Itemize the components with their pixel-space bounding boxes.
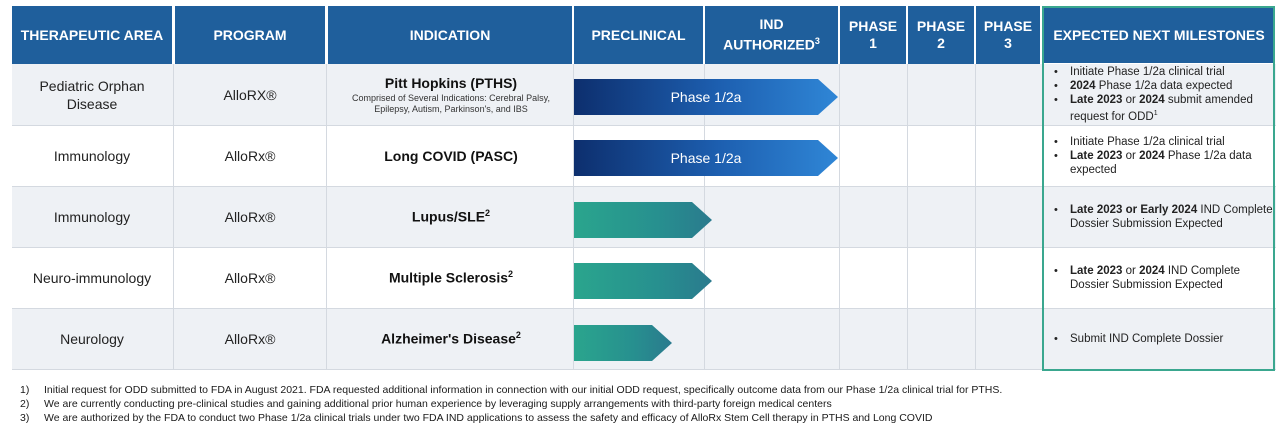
indication-name: Long COVID (PASC) <box>384 147 518 164</box>
indication-subtext: Comprised of Several Indications: Cerebr… <box>352 92 550 114</box>
stage-arrow-preclinical <box>574 325 672 361</box>
program-cell: AlloRx® <box>224 208 276 225</box>
header-ind-authorized: IND AUTHORIZED3 <box>705 6 838 64</box>
indication-name: Pitt Hopkins (PTHS) <box>384 74 518 91</box>
therapeutic-area-cell: Immunology <box>53 208 131 225</box>
indication-cell: Lupus/SLE2 <box>328 186 574 247</box>
milestone-item: Late 2023 or 2024 IND Complete Dossier S… <box>1054 264 1274 292</box>
milestone-item: Submit IND Complete Dossier <box>1054 332 1223 346</box>
row-divider <box>12 186 1276 187</box>
column-divider <box>975 64 976 370</box>
header-phase-3: PHASE 3 <box>976 6 1040 64</box>
milestone-item: Initiate Phase 1/2a clinical trial <box>1054 135 1274 149</box>
footnote: 2) We are currently conducting pre-clinic… <box>20 398 832 410</box>
footnotes: 1) Initial request for ODD submitted to F… <box>20 383 1002 425</box>
header-phase-2: PHASE 2 <box>908 6 974 64</box>
milestone-item: 2024 Phase 1/2a data expected <box>1054 79 1274 93</box>
footnote: 3) We are authorized by the FDA to conduc… <box>20 412 933 424</box>
header-phase-1: PHASE 1 <box>840 6 906 64</box>
milestones-cell: Submit IND Complete Dossier <box>1044 308 1274 369</box>
indication-name: Alzheimer's Disease2 <box>381 330 521 347</box>
program-cell: AlloRx® <box>224 269 276 286</box>
indication-cell: Multiple Sclerosis2 <box>328 247 574 308</box>
stage-arrow-preclinical <box>574 263 712 299</box>
column-divider <box>907 64 908 370</box>
row-divider <box>12 308 1276 309</box>
header-expected-milestones: EXPECTED NEXT MILESTONES <box>1044 8 1274 63</box>
header-program: PROGRAM <box>175 6 325 64</box>
indication-name: Lupus/SLE2 <box>411 208 491 225</box>
milestone-item: Late 2023 or 2024 submit amended request… <box>1054 93 1274 124</box>
milestones-cell: Late 2023 or 2024 IND Complete Dossier S… <box>1044 247 1274 308</box>
row-divider <box>12 247 1276 248</box>
footnote: 1) Initial request for ODD submitted to F… <box>20 384 1003 396</box>
milestone-item: Late 2023 or Early 2024 IND Complete Dos… <box>1054 203 1274 231</box>
indication-name: Multiple Sclerosis2 <box>388 269 514 286</box>
milestones-cell: Late 2023 or Early 2024 IND Complete Dos… <box>1044 186 1274 247</box>
therapeutic-area-cell: Neuro-immunology <box>32 269 152 286</box>
milestones-cell: Initiate Phase 1/2a clinical trial 2024 … <box>1044 64 1274 125</box>
stage-arrow-phase-1-2a: Phase 1/2a <box>574 140 838 176</box>
therapeutic-area-cell: Pediatric Orphan Disease <box>39 77 145 112</box>
therapeutic-area-cell: Neurology <box>60 330 124 347</box>
column-divider <box>173 64 174 370</box>
milestone-item: Late 2023 or 2024 Phase 1/2a data expect… <box>1054 149 1274 177</box>
indication-cell: Alzheimer's Disease2 <box>328 308 574 369</box>
program-cell: AlloRx® <box>224 330 276 347</box>
row-divider <box>12 369 1276 370</box>
program-cell: AlloRX® <box>223 86 277 103</box>
column-divider <box>326 64 327 370</box>
column-divider <box>573 64 574 370</box>
header-preclinical: PRECLINICAL <box>574 6 703 64</box>
stage-arrow-phase-1-2a: Phase 1/2a <box>574 79 838 115</box>
milestone-item: Initiate Phase 1/2a clinical trial <box>1054 65 1274 79</box>
column-divider <box>839 64 840 370</box>
row-divider <box>12 125 1276 126</box>
therapeutic-area-cell: Immunology <box>53 147 131 164</box>
indication-cell: Pitt Hopkins (PTHS) Comprised of Several… <box>328 64 574 125</box>
header-therapeutic-area: THERAPEUTIC AREA <box>12 6 172 64</box>
stage-arrow-preclinical <box>574 202 712 238</box>
milestones-cell: Initiate Phase 1/2a clinical trial Late … <box>1044 125 1274 186</box>
indication-cell: Long COVID (PASC) <box>328 125 574 186</box>
header-indication: INDICATION <box>328 6 572 64</box>
program-cell: AlloRx® <box>224 147 276 164</box>
milestones-highlight-box <box>1042 6 1275 371</box>
